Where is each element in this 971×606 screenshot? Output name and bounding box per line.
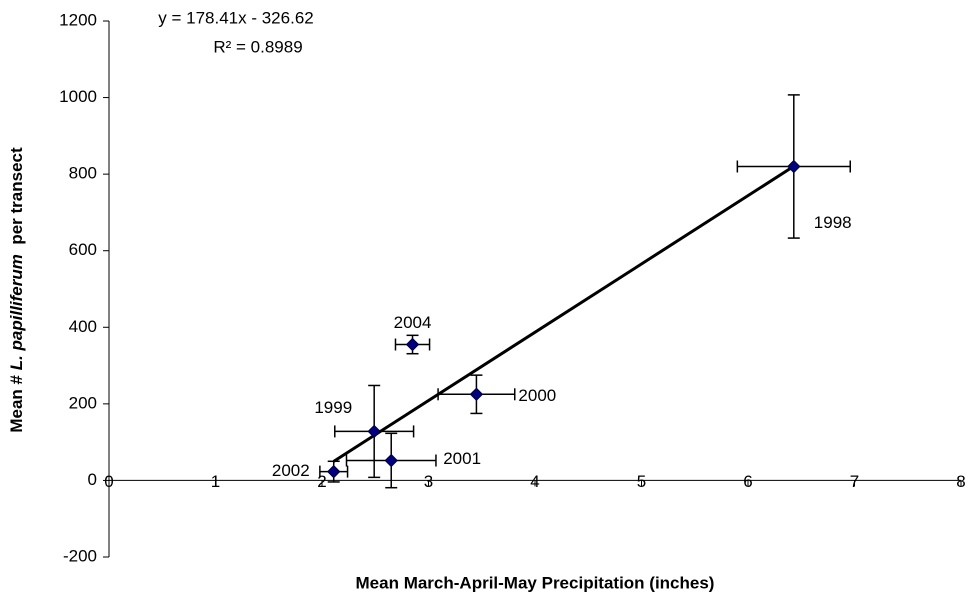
x-tick-label: 0 (104, 472, 113, 491)
point-label: 2000 (518, 386, 556, 405)
y-tick-label: 1000 (59, 87, 97, 106)
y-axis-title-part: Mean # (7, 370, 26, 432)
data-point (469, 387, 484, 401)
data-point (405, 337, 420, 352)
trendline-equation: y = 178.41x - 326.62 (158, 8, 313, 27)
y-tick-label: 400 (69, 317, 97, 336)
y-tick-label: 0 (88, 470, 97, 489)
point-label: 1998 (814, 213, 852, 232)
point-label: 2002 (272, 461, 310, 480)
y-tick-label: 1200 (59, 10, 97, 29)
x-tick-label: 3 (424, 472, 433, 491)
r-squared: R² = 0.8989 (213, 37, 302, 56)
data-point (367, 424, 381, 439)
y-tick-label: 800 (69, 164, 97, 183)
x-tick-label: 6 (743, 472, 752, 491)
trendline (332, 165, 795, 463)
x-tick-label: 7 (850, 472, 859, 491)
y-axis-title-part: L. papilliferum (7, 254, 26, 370)
point-label: 2001 (443, 449, 481, 468)
x-tick-label: 2 (317, 472, 326, 491)
x-tick-label: 8 (956, 472, 965, 491)
x-tick-label: 1 (211, 472, 220, 491)
y-tick-label: 600 (69, 240, 97, 259)
y-axis-title: Mean # L. papilliferum per transect (7, 147, 26, 433)
point-label: 2004 (394, 313, 432, 332)
y-tick-label: 200 (69, 393, 97, 412)
y-tick-label: -200 (63, 546, 97, 565)
point-label: 1999 (314, 398, 352, 417)
x-tick-label: 4 (530, 472, 539, 491)
x-tick-label: 5 (637, 472, 646, 491)
y-axis-title-part: per transect (7, 147, 26, 254)
data-point (384, 453, 398, 468)
data-point (787, 159, 801, 174)
x-axis-title: Mean March-April-May Precipitation (inch… (356, 573, 715, 592)
data-point (327, 464, 341, 479)
